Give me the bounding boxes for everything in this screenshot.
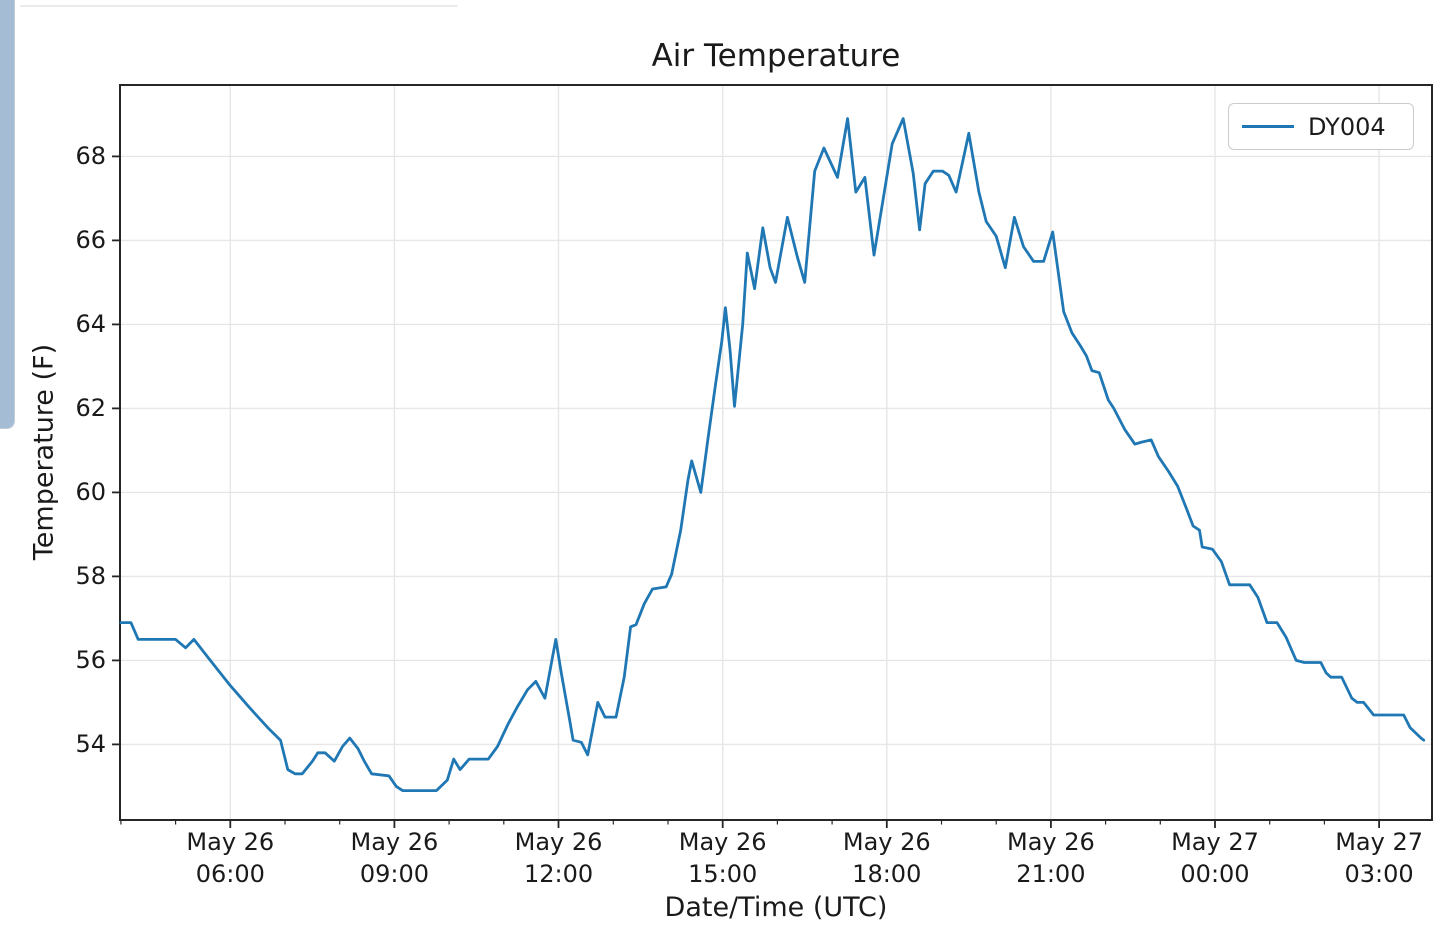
- chart-title: Air Temperature: [651, 38, 901, 74]
- x-tick-label-time: 15:00: [688, 860, 758, 888]
- x-tick-label: May 26 06:00: [155, 826, 305, 890]
- y-tick-label: 66: [75, 226, 106, 255]
- series-line-dy004: [119, 117, 1426, 792]
- legend: DY004: [1228, 103, 1414, 150]
- x-tick-label: May 26 09:00: [319, 826, 469, 890]
- x-tick-label-date: May 26: [842, 828, 931, 856]
- y-tick-label: 62: [75, 394, 106, 423]
- x-tick-label-date: May 27: [1171, 828, 1259, 856]
- y-tick-label: 58: [75, 562, 106, 591]
- x-tick-label-date: May 26: [514, 828, 603, 856]
- x-tick-label: May 27 00:00: [1140, 826, 1290, 890]
- x-tick-label-time: 09:00: [359, 860, 429, 888]
- y-tick-label: 56: [75, 646, 106, 675]
- y-axis-label: Temperature (F): [28, 343, 60, 561]
- x-tick-label: May 26 21:00: [976, 826, 1126, 890]
- x-tick-label: May 27 03:00: [1304, 826, 1440, 890]
- x-tick-label-time: 06:00: [195, 860, 265, 888]
- x-tick-label: May 26 18:00: [812, 826, 962, 890]
- x-tick-label-time: 18:00: [852, 860, 922, 888]
- x-axis-label: Date/Time (UTC): [664, 892, 888, 923]
- x-tick-label: May 26 12:00: [484, 826, 634, 890]
- x-tick-label-time: 03:00: [1344, 860, 1414, 888]
- legend-entry-label: DY004: [1308, 112, 1386, 141]
- legend-line-sample: [1242, 125, 1294, 128]
- x-tick-label-date: May 27: [1335, 828, 1423, 856]
- y-tick-label: 54: [75, 730, 106, 759]
- y-tick-label: 64: [75, 310, 106, 339]
- x-tick-label-date: May 26: [350, 828, 439, 856]
- y-tick-label: 68: [75, 142, 106, 171]
- panel-top-border: [20, 5, 458, 7]
- x-tick-label-date: May 26: [186, 828, 275, 856]
- x-tick-label-date: May 26: [1006, 828, 1095, 856]
- x-tick-label-time: 00:00: [1180, 860, 1250, 888]
- x-tick-label: May 26 15:00: [648, 826, 798, 890]
- x-tick-label-time: 12:00: [523, 860, 594, 888]
- x-tick-label-date: May 26: [678, 828, 767, 856]
- y-tick-label: 60: [75, 478, 106, 507]
- scrollbar-thumb[interactable]: [0, 0, 15, 429]
- x-tick-label-time: 21:00: [1016, 860, 1086, 888]
